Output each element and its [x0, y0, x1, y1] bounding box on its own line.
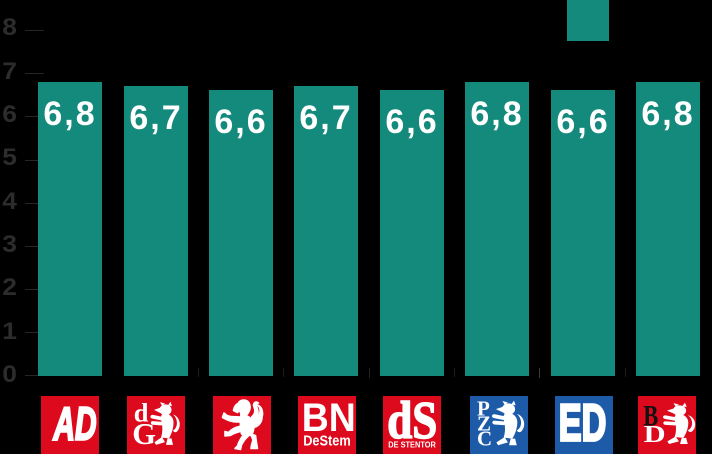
- svg-text:Z: Z: [477, 411, 491, 435]
- svg-text:dS: dS: [387, 396, 437, 450]
- svg-text:B: B: [643, 400, 658, 432]
- svg-text:C: C: [477, 427, 492, 451]
- svg-text:G: G: [132, 417, 156, 451]
- svg-text:d: d: [134, 397, 149, 427]
- svg-text:ED: ED: [559, 396, 607, 452]
- svg-text:AD: AD: [53, 398, 97, 450]
- svg-text:DeStem: DeStem: [303, 432, 351, 449]
- svg-text:BN: BN: [302, 396, 356, 440]
- svg-text:P: P: [477, 397, 490, 421]
- svg-text:DE STENTOR: DE STENTOR: [388, 439, 436, 449]
- svg-text:D: D: [644, 421, 666, 448]
